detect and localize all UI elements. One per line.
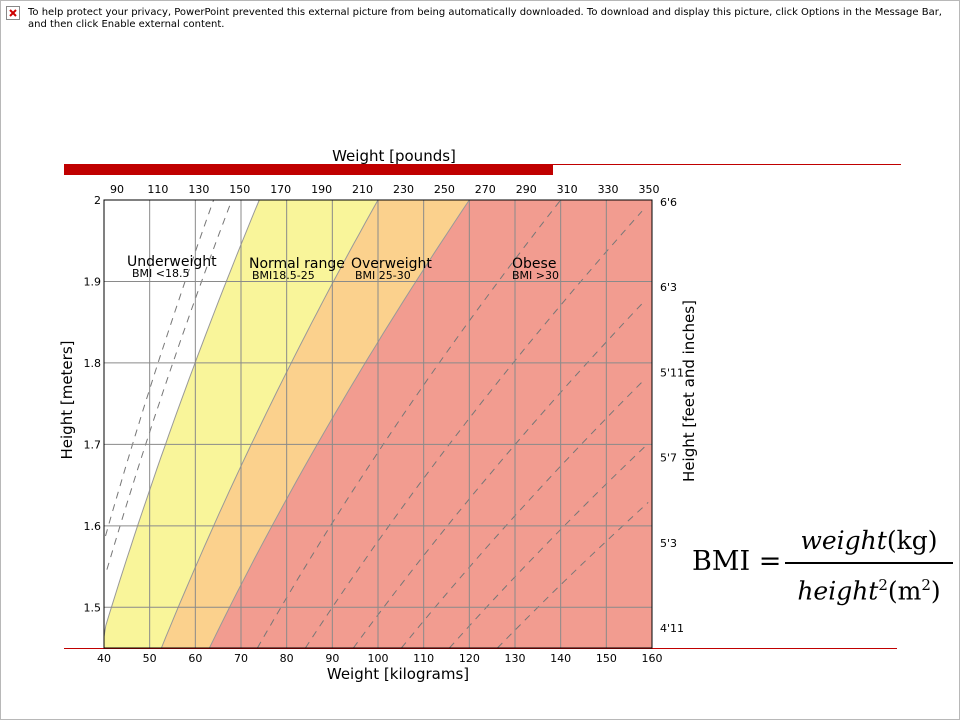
x-tick-110: 110 xyxy=(413,652,434,665)
zone-label-underweight: Underweight xyxy=(127,254,217,270)
zone-boundary-1 xyxy=(103,199,260,648)
y2-tick-4: 6'3 xyxy=(660,281,677,294)
fraction-bar xyxy=(785,562,953,564)
y-axis-label: Height [meters] xyxy=(58,341,76,460)
zone-boundary-2 xyxy=(160,199,379,649)
x-axis-label: Weight [kilograms] xyxy=(327,665,469,683)
x-tick-100: 100 xyxy=(368,652,389,665)
dashed-line-bmi-35 xyxy=(256,199,562,649)
x2-tick-110: 110 xyxy=(147,183,168,196)
zone-boundary-3 xyxy=(208,199,470,649)
x2-tick-270: 270 xyxy=(475,183,496,196)
zone-label-overweight: Overweight xyxy=(351,256,432,272)
x-tick-140: 140 xyxy=(550,652,571,665)
x-tick-90: 90 xyxy=(325,652,339,665)
x2-tick-190: 190 xyxy=(311,183,332,196)
y2-tick-1: 5'3 xyxy=(660,537,677,550)
dashed-line-bmi-60 xyxy=(497,502,649,649)
formula-num-var: weight xyxy=(800,526,887,555)
zone-range-underweight: BMI <18.5 xyxy=(132,267,190,280)
dashed-line-bmi-40 xyxy=(304,210,643,649)
tick-labels: 40 50 60 70 80 90 100 110 120 130 140 150 160 1.5 1.6 1… xyxy=(84,183,685,665)
y2-tick-2: 5'7 xyxy=(660,452,677,465)
zone-range-overweight: BMI 25-30 xyxy=(355,269,411,282)
dashed-line-bmi-16 xyxy=(105,199,215,537)
zone-area-2 xyxy=(161,200,470,648)
dashed-bmi-lines xyxy=(105,199,649,649)
privacy-notice: To help protect your privacy, PowerPoint… xyxy=(28,7,942,30)
y2-tick-0: 4'11 xyxy=(660,622,684,635)
x2-tick-90: 90 xyxy=(110,183,124,196)
y2-axis-label: Height [feet and inches] xyxy=(680,300,698,482)
zone-range-normal: BMI18.5-25 xyxy=(252,269,315,282)
formula-den-var: height xyxy=(797,576,879,606)
formula-numerator: weight(kg) xyxy=(785,522,953,560)
x2-tick-290: 290 xyxy=(516,183,537,196)
x2-tick-210: 210 xyxy=(352,183,373,196)
formula-den-close: ) xyxy=(930,576,941,606)
formula-denominator: height2(m2) xyxy=(785,566,953,610)
x-tick-80: 80 xyxy=(280,652,294,665)
zone-area-3 xyxy=(209,200,652,648)
broken-picture-icon xyxy=(6,6,20,20)
zone-area-0 xyxy=(104,200,260,648)
x2-tick-230: 230 xyxy=(393,183,414,196)
y2-tick-3: 5'11 xyxy=(660,366,684,379)
formula-num-unit: (kg) xyxy=(886,526,938,555)
x-tick-130: 130 xyxy=(505,652,526,665)
y-tick-2: 2 xyxy=(94,194,101,207)
zone-label-normal: Normal range xyxy=(249,256,345,272)
y-tick-1.6: 1.6 xyxy=(84,520,102,533)
x2-tick-310: 310 xyxy=(557,183,578,196)
accent-bar xyxy=(64,164,553,175)
top-divider xyxy=(64,164,901,165)
y-tick-1.7: 1.7 xyxy=(84,438,102,451)
formula-den-exp: 2 xyxy=(878,576,888,594)
dashed-line-bmi-50 xyxy=(401,378,646,649)
x-tick-70: 70 xyxy=(234,652,248,665)
x-tick-60: 60 xyxy=(188,652,202,665)
x2-tick-130: 130 xyxy=(188,183,209,196)
x-tick-40: 40 xyxy=(97,652,111,665)
y-tick-1.8: 1.8 xyxy=(84,357,102,370)
y-tick-1.5: 1.5 xyxy=(84,601,102,614)
x2-tick-170: 170 xyxy=(270,183,291,196)
formula-fraction: weight(kg) height2(m2) xyxy=(785,522,953,610)
x2-tick-250: 250 xyxy=(434,183,455,196)
x2-tick-350: 350 xyxy=(639,183,660,196)
x2-tick-330: 330 xyxy=(598,183,619,196)
zone-range-obese: BMI >30 xyxy=(512,269,559,282)
x2-axis-label: Weight [pounds] xyxy=(332,147,456,165)
plot-frame xyxy=(103,199,653,649)
formula-lhs: BMI = xyxy=(692,546,782,577)
dashed-line-bmi-55 xyxy=(449,446,646,649)
x-tick-150: 150 xyxy=(596,652,617,665)
zone-label-obese: Obese xyxy=(512,256,556,272)
bmi-formula: BMI = weight(kg) height2(m2) xyxy=(690,522,955,612)
x-tick-120: 120 xyxy=(459,652,480,665)
y2-tick-5: 6'6 xyxy=(660,196,677,209)
formula-den-unit-exp: 2 xyxy=(921,576,931,594)
x2-tick-150: 150 xyxy=(229,183,250,196)
formula-den-unit: (m xyxy=(887,576,922,606)
x-tick-160: 160 xyxy=(642,652,663,665)
x-tick-50: 50 xyxy=(143,652,157,665)
y-tick-1.9: 1.9 xyxy=(84,275,102,288)
